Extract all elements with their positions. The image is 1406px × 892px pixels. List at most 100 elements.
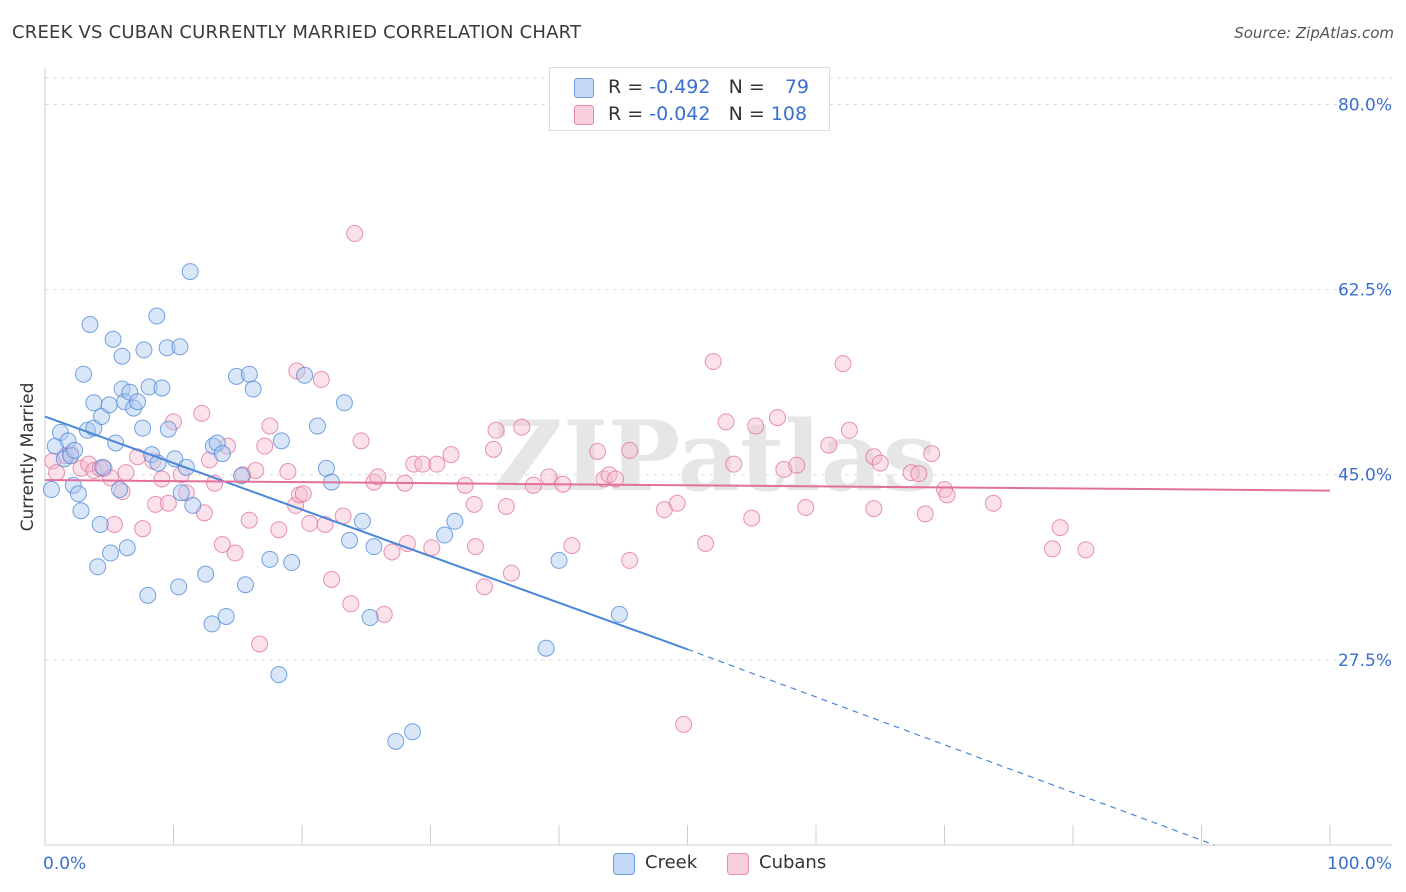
cubans-point-60: [456, 476, 474, 494]
cubans-point-80: [668, 494, 686, 512]
cubans-point-99: [916, 505, 934, 523]
creek-point-62: [308, 417, 326, 435]
cubans-point-58: [428, 455, 446, 473]
cubans-point-69: [524, 476, 542, 494]
cubans-point-93: [840, 421, 858, 439]
creek-point-48: [203, 615, 221, 633]
creek-n-label: N =: [728, 76, 765, 98]
creek-swatch: [574, 78, 594, 98]
creek-point-46: [184, 496, 202, 514]
cubans-point-56: [414, 455, 432, 473]
creek-point-50: [208, 434, 226, 452]
creek-point-75: [610, 605, 628, 623]
cubans-point-8: [95, 459, 113, 477]
creek-point-72: [446, 512, 464, 530]
cubans-point-59: [442, 446, 460, 464]
cubans-point-102: [938, 486, 956, 504]
cubans-point-4: [72, 459, 90, 477]
creek-point-60: [283, 554, 301, 572]
creek-point-22: [111, 481, 129, 499]
creek-point-15: [91, 515, 109, 533]
cubans-point-85: [725, 455, 743, 473]
cubans-point-52: [383, 543, 401, 561]
cubans-point-91: [820, 436, 838, 454]
creek-point-7: [69, 485, 87, 503]
creek-point-42: [171, 338, 189, 356]
y-tick-label-0: 27.5%: [1338, 651, 1392, 671]
y-tick-label-2: 62.5%: [1338, 281, 1392, 301]
creek-point-39: [159, 420, 177, 438]
cubans-point-95: [865, 500, 883, 518]
cubans-point-64: [484, 440, 502, 458]
cubans-point-22: [193, 404, 211, 422]
creek-point-19: [102, 544, 120, 562]
cubans-point-6: [85, 461, 103, 479]
creek-point-25: [116, 393, 134, 411]
cubans-point-26: [213, 536, 231, 554]
cubans-point-107: [788, 456, 806, 474]
correlation-legend: R = -0.492 N = 79 R = -0.042 N = 108: [549, 67, 830, 131]
creek-point-33: [140, 378, 158, 396]
creek-point-20: [104, 330, 122, 348]
creek-point-55: [240, 365, 258, 383]
cubans-point-54: [398, 534, 416, 552]
creek-point-67: [361, 609, 379, 627]
cubans-point-92: [834, 355, 852, 373]
creek-point-47: [197, 565, 215, 583]
legend-cubans-text: R = -0.042 N = 108: [608, 103, 807, 125]
cubans-point-88: [768, 409, 786, 427]
cubans-point-72: [563, 537, 581, 555]
cubans-point-105: [1051, 519, 1069, 537]
cubans-point-86: [743, 509, 761, 527]
cubans-point-40: [294, 485, 312, 503]
cubans-point-76: [607, 470, 625, 488]
cubans-points: [44, 225, 1095, 733]
creek-point-70: [404, 723, 422, 741]
cubans-point-70: [540, 468, 558, 486]
x-tick-label-0: 0.0%: [43, 854, 86, 874]
cubans-point-87: [747, 417, 765, 435]
tick-labels: 27.5% 45.0% 62.5% 80.0% 0.0% 100.0%: [43, 95, 1392, 874]
creek-r-value: -0.492: [649, 76, 711, 98]
cubans-r-label: R =: [608, 103, 644, 125]
y-tick-label-3: 80.0%: [1338, 95, 1392, 115]
creek-point-9: [75, 365, 93, 383]
cubans-point-36: [279, 463, 297, 481]
cubans-point-77: [621, 441, 639, 459]
trend-lines: [44, 415, 1331, 846]
creek-point-78: [66, 441, 84, 459]
creek-point-8: [72, 502, 90, 520]
cubans-point-18: [159, 494, 177, 512]
creek-point-73: [537, 639, 555, 657]
creek-point-38: [158, 339, 176, 357]
cubans-point-98: [910, 465, 928, 483]
creek-point-66: [341, 531, 359, 549]
cubans-point-28: [226, 544, 244, 562]
creek-point-54: [236, 576, 254, 594]
creek-point-58: [270, 666, 288, 684]
creek-n-value: 79: [784, 76, 810, 98]
creek-point-41: [170, 578, 188, 596]
cubans-point-66: [497, 497, 515, 515]
creek-point-29: [129, 393, 147, 411]
creek-point-43: [172, 484, 190, 502]
cubans-point-29: [234, 466, 252, 484]
x-tick-label-1: 100.0%: [1327, 854, 1392, 874]
creek-point-68: [365, 538, 383, 556]
cubans-point-51: [375, 605, 393, 623]
creek-point-51: [217, 607, 235, 625]
creek-point-35: [148, 307, 166, 325]
cubans-point-32: [251, 635, 269, 653]
cubans-point-16: [147, 495, 165, 513]
cubans-point-13: [129, 448, 147, 466]
creek-point-69: [387, 732, 405, 750]
creek-point-45: [181, 263, 199, 281]
creek-point-37: [153, 379, 171, 397]
cubans-point-104: [1043, 540, 1061, 558]
cubans-point-81: [675, 715, 693, 733]
creek-trend-line: [44, 415, 688, 651]
y-tick-label-1: 45.0%: [1338, 466, 1392, 486]
legend-creek-text: R = -0.492 N = 79: [608, 76, 809, 98]
creek-point-65: [335, 394, 353, 412]
